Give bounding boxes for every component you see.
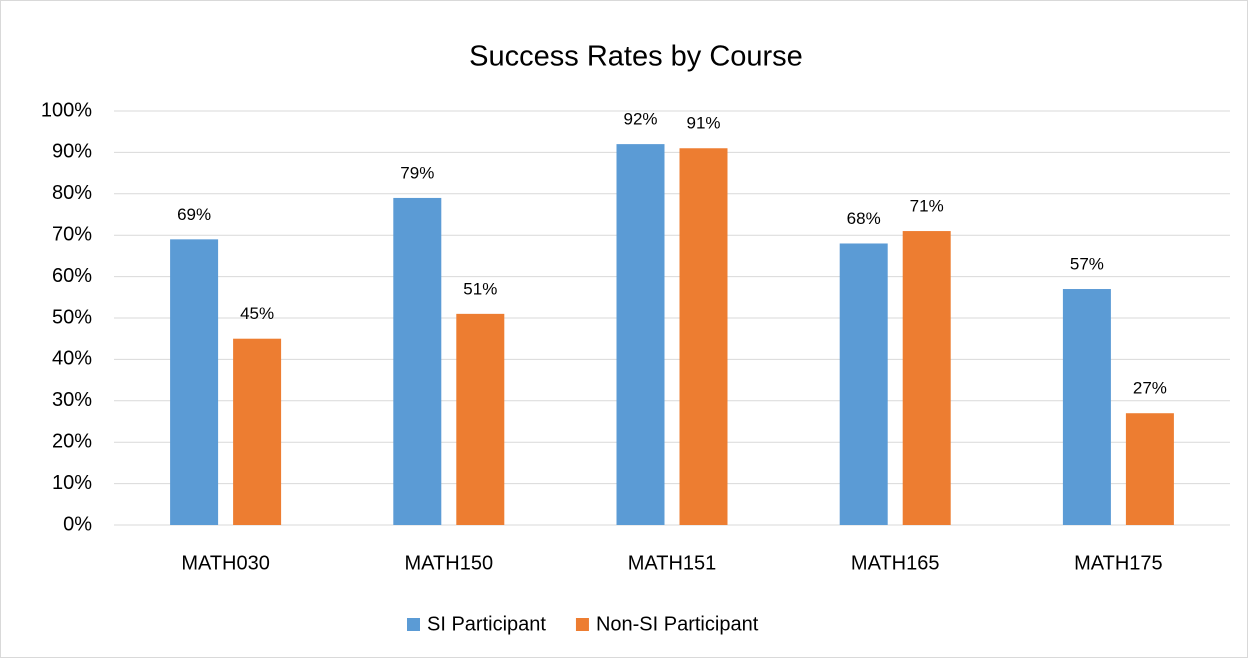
y-tick-label: 0%: [63, 513, 92, 535]
x-tick-label: MATH165: [851, 552, 940, 574]
y-tick-label: 30%: [52, 389, 92, 411]
bar: [839, 243, 888, 526]
legend-swatch: [575, 618, 589, 631]
y-tick-label: 50%: [52, 306, 92, 328]
y-tick-label: 70%: [52, 223, 92, 245]
value-label: 92%: [623, 110, 657, 129]
legend-label: Non-SI Participant: [596, 613, 759, 635]
x-tick-label: MATH150: [405, 552, 494, 574]
value-label: 69%: [177, 205, 211, 224]
value-label: 91%: [686, 114, 720, 133]
chart-title: Success Rates by Course: [469, 41, 803, 73]
x-tick-label: MATH030: [181, 552, 270, 574]
x-tick-label: MATH151: [628, 552, 717, 574]
value-label: 27%: [1133, 379, 1167, 398]
y-tick-label: 10%: [52, 472, 92, 494]
bar: [1062, 289, 1111, 525]
bar: [170, 239, 219, 525]
legend-swatch: [407, 618, 420, 631]
bar: [233, 338, 282, 525]
y-tick-label: 90%: [52, 141, 92, 163]
legend-label: SI Participant: [427, 613, 546, 635]
x-tick-label: MATH175: [1074, 552, 1163, 574]
y-tick-label: 80%: [52, 182, 92, 204]
value-label: 68%: [847, 209, 881, 228]
bar: [393, 197, 442, 525]
value-label: 45%: [240, 304, 274, 323]
y-tick-label: 100%: [41, 99, 92, 121]
value-label: 71%: [910, 197, 944, 216]
y-tick-label: 20%: [52, 430, 92, 452]
y-tick-label: 40%: [52, 348, 92, 370]
value-label: 79%: [400, 163, 434, 182]
y-tick-label: 60%: [52, 265, 92, 287]
bar: [902, 231, 951, 525]
bar: [679, 148, 728, 525]
bar: [456, 313, 505, 525]
bar: [616, 144, 665, 525]
value-label: 57%: [1070, 255, 1104, 274]
value-label: 51%: [463, 279, 497, 298]
bar: [1125, 413, 1174, 525]
